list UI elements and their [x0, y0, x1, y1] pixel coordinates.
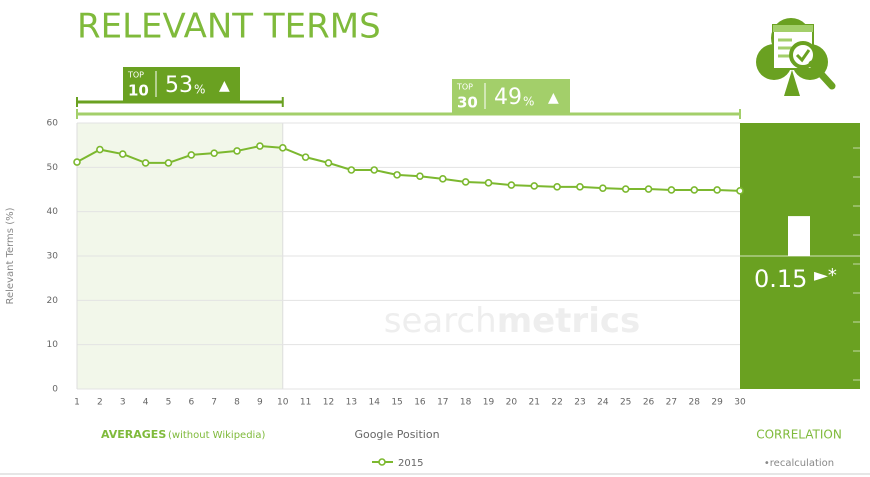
averages-note: (without Wikipedia)	[168, 430, 265, 441]
y-tick-label: 20	[47, 296, 59, 306]
x-tick-label: 8	[234, 398, 240, 408]
x-tick-label: 1	[74, 398, 80, 408]
legend-label: 2015	[398, 458, 423, 469]
point	[118, 150, 127, 158]
x-tick-label: 7	[211, 398, 217, 408]
point	[599, 184, 607, 192]
averages-label: AVERAGES	[101, 428, 166, 441]
chart-title: RELEVANT TERMS	[77, 7, 381, 47]
point	[210, 149, 218, 157]
point	[416, 172, 424, 180]
x-tick-label: 24	[597, 398, 609, 408]
point	[461, 178, 470, 186]
point	[324, 159, 333, 167]
correlation-label: CORRELATION	[756, 428, 842, 442]
x-tick-label: 5	[166, 398, 172, 408]
badge-value: 49	[494, 85, 522, 110]
badge-unit: %	[523, 95, 534, 109]
point	[553, 183, 561, 191]
point	[278, 144, 287, 152]
watermark-part: metrics	[497, 301, 641, 341]
x-tick-label: 25	[620, 398, 631, 408]
badge	[452, 79, 570, 113]
badge-arrow: ▲	[219, 78, 230, 94]
x-tick-label: 12	[323, 398, 334, 408]
y-tick-label: 0	[52, 385, 58, 395]
x-tick-label: 20	[506, 398, 518, 408]
y-tick-label: 60	[47, 119, 59, 129]
badge	[123, 67, 240, 101]
point	[644, 185, 653, 193]
correlation-value: 0.15	[754, 265, 807, 293]
x-tick-label: 9	[257, 398, 263, 408]
x-tick-label: 15	[391, 398, 402, 408]
point	[370, 166, 379, 174]
x-tick-label: 26	[643, 398, 655, 408]
badge-arrow: ▲	[548, 90, 559, 106]
point	[347, 166, 356, 174]
x-tick-label: 21	[529, 398, 540, 408]
legend-marker	[378, 458, 386, 466]
y-tick-label: 30	[47, 252, 59, 262]
badge-top: TOP	[127, 71, 144, 80]
point	[621, 185, 630, 193]
badge-rank: 10	[128, 82, 149, 100]
x-tick-label: 29	[711, 398, 723, 408]
x-tick-label: 10	[277, 398, 289, 408]
x-tick-label: 3	[120, 398, 126, 408]
badge-top: TOP	[456, 83, 473, 92]
x-axis-label: Google Position	[354, 428, 439, 441]
badge-unit: %	[194, 83, 205, 97]
y-tick-label: 40	[47, 207, 59, 217]
x-tick-label: 14	[368, 398, 380, 408]
point	[713, 186, 721, 194]
x-tick-label: 11	[300, 398, 311, 408]
series-line	[76, 145, 741, 192]
x-tick-label: 28	[689, 398, 701, 408]
point	[256, 142, 264, 150]
point	[233, 147, 241, 155]
logo-icon	[756, 18, 836, 96]
x-tick-label: 16	[414, 398, 426, 408]
point	[73, 158, 81, 166]
point	[438, 175, 447, 183]
x-tick-label: 30	[734, 398, 746, 408]
point	[507, 181, 516, 189]
point	[187, 151, 196, 159]
point	[141, 159, 150, 167]
badge-rank: 30	[457, 94, 478, 112]
x-tick-label: 4	[143, 398, 149, 408]
point	[690, 186, 699, 194]
x-tick-label: 17	[437, 398, 448, 408]
point	[96, 145, 104, 154]
point	[393, 171, 401, 179]
correlation-marker: ►*	[814, 265, 837, 286]
x-tick-label: 22	[551, 398, 562, 408]
watermark-part: search	[384, 301, 497, 341]
x-tick-label: 27	[666, 398, 677, 408]
y-axis-label: Relevant Terms (%)	[5, 207, 16, 304]
point	[164, 159, 173, 167]
point	[736, 187, 744, 195]
point	[576, 183, 584, 191]
x-tick-label: 2	[97, 398, 103, 408]
point	[484, 179, 493, 187]
y-tick-label: 50	[47, 163, 59, 173]
x-tick-label: 6	[188, 398, 194, 408]
point	[530, 182, 539, 190]
y-tick-label: 10	[47, 340, 59, 350]
watermark: searchmetrics	[384, 301, 641, 341]
point	[667, 186, 676, 194]
x-tick-label: 23	[574, 398, 585, 408]
point	[301, 153, 310, 161]
correlation-bar	[788, 216, 810, 256]
badge-value: 53	[165, 73, 193, 98]
x-tick-label: 19	[483, 398, 495, 408]
x-tick-label: 13	[346, 398, 357, 408]
footnote: •recalculation	[764, 458, 834, 469]
x-tick-label: 18	[460, 398, 472, 408]
